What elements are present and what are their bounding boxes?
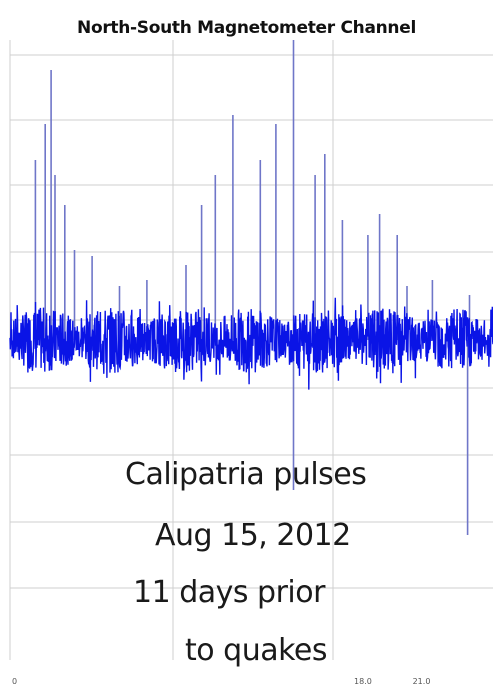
caption-line-1: Calipatria pulses bbox=[125, 457, 367, 492]
caption-line-4: to quakes bbox=[185, 633, 327, 668]
x-axis-ticks: 0 18.0 21.0 bbox=[12, 677, 430, 686]
chart-title: North-South Magnetometer Channel bbox=[77, 18, 416, 38]
baseline-trace bbox=[9, 297, 493, 390]
x-tick-label-0: 0 bbox=[12, 677, 17, 686]
caption-line-3: 11 days prior bbox=[133, 575, 325, 610]
signal-trace bbox=[9, 297, 493, 390]
x-tick-label-1: 18.0 bbox=[354, 677, 372, 686]
signal-spikes bbox=[34, 40, 471, 535]
caption-line-2: Aug 15, 2012 bbox=[155, 518, 351, 553]
x-tick-label-2: 21.0 bbox=[413, 677, 431, 686]
